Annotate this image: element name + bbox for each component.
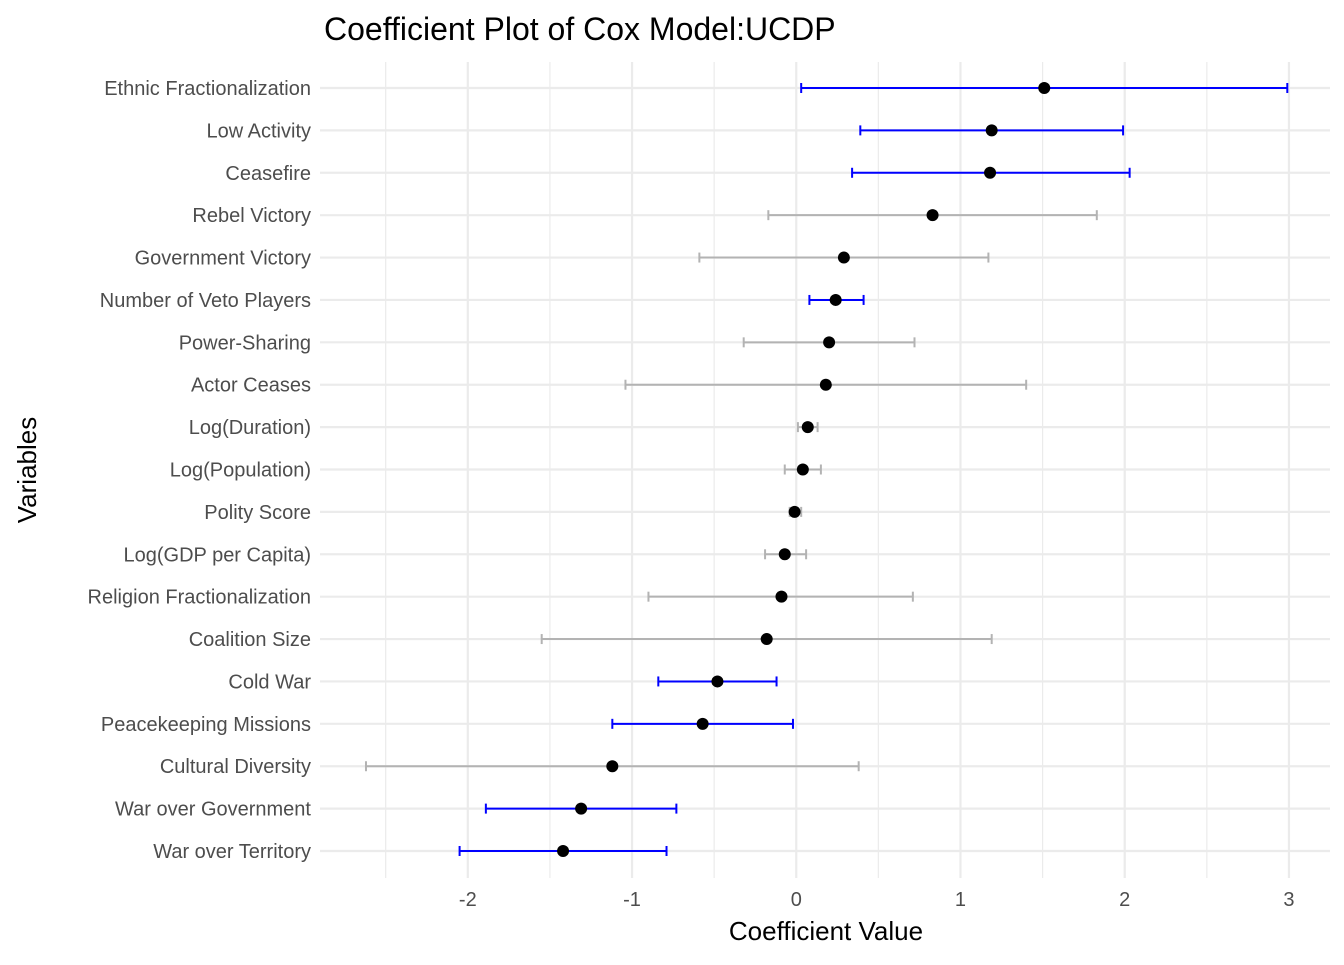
coefficient-point: [1038, 82, 1051, 94]
coefficient-point: [823, 336, 836, 349]
x-tick-label: 2: [1119, 889, 1130, 911]
x-tick-label: -1: [623, 889, 641, 911]
x-tick-label: 3: [1283, 889, 1294, 911]
coefficient-point: [557, 845, 570, 857]
coefficient-point: [801, 421, 814, 434]
coefficient-point: [696, 717, 709, 730]
coefficient-point: [796, 463, 809, 476]
x-axis-title: Coefficient Value: [729, 916, 923, 946]
chart-title: Coefficient Plot of Cox Model:UCDP: [324, 11, 836, 47]
variable-label: Number of Veto Players: [100, 290, 311, 312]
variable-label: Log(Population): [170, 460, 311, 482]
coefficient-point: [788, 505, 801, 518]
coefficient-point: [760, 633, 773, 646]
variable-label: Low Activity: [207, 120, 311, 142]
x-tick-label-layer: -2 -1 0 1 2 3: [459, 889, 1295, 911]
variable-label: War over Government: [115, 799, 311, 821]
variable-label: War over Territory: [153, 841, 311, 863]
variable-label: Actor Ceases: [191, 375, 311, 397]
coefficient-point: [819, 378, 832, 391]
variable-label: Ceasefire: [225, 163, 311, 185]
coefficient-point: [575, 802, 588, 815]
coefficient-point: [926, 209, 939, 222]
coefficient-point: [778, 548, 791, 561]
point-layer: [557, 82, 1051, 857]
coefficient-point: [775, 590, 788, 603]
variable-label: Cold War: [228, 671, 311, 693]
y-axis-title: Variables: [12, 417, 42, 523]
variable-label: Cultural Diversity: [160, 756, 311, 778]
variable-label: Rebel Victory: [192, 205, 311, 227]
variable-label: Ethnic Fractionalization: [104, 78, 311, 100]
y-tick-label-layer: Ethnic Fractionalization Low Activity Ceas…: [88, 78, 312, 863]
variable-label: Log(Duration): [189, 417, 311, 439]
coefficient-point: [984, 166, 997, 179]
x-tick-label: 0: [791, 889, 802, 911]
variable-label: Power-Sharing: [179, 332, 311, 354]
coefficient-point: [985, 124, 998, 137]
coefficient-point: [829, 293, 842, 306]
variable-label: Religion Fractionalization: [88, 587, 311, 609]
coefficient-point: [711, 675, 724, 688]
variable-label: Log(GDP per Capita): [124, 544, 312, 566]
variable-label: Government Victory: [135, 248, 311, 270]
variable-label: Polity Score: [204, 502, 311, 524]
x-tick-label: 1: [955, 889, 966, 911]
x-tick-label: -2: [459, 889, 477, 911]
coefficient-point: [606, 760, 619, 773]
coefficient-point: [837, 251, 850, 264]
grid-layer: [320, 62, 1330, 878]
variable-label: Coalition Size: [189, 629, 311, 651]
variable-label: Peacekeeping Missions: [101, 714, 311, 736]
